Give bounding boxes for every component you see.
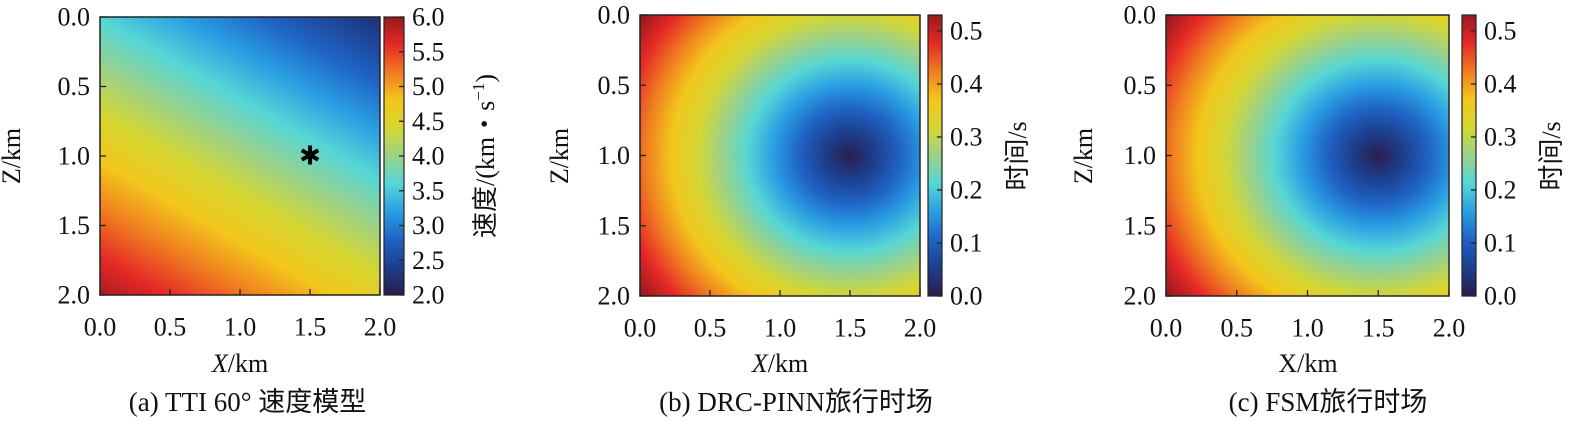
- colorbar-tick-label: 0.2: [1484, 175, 1517, 204]
- y-tick-label: 0.0: [58, 3, 91, 32]
- colorbar-ticks: 0.5 0.4 0.3 0.2 0.1 0.0: [937, 16, 983, 311]
- colorbar-tick-label: 0.3: [1484, 122, 1517, 151]
- colorbar-frame: [1461, 14, 1477, 297]
- colorbar: 6.0 5.5 5.0 4.5 4.0 3.5 3.0 2.5 2.0 速度/(km・s−1): [383, 3, 500, 310]
- panel-drc-pinn-traveltime: 0.0 0.5 1.0 1.5 2.0 0.0 0.5 1.0 1.5 2.0 0.5 0.4 0.3…: [536, 0, 1066, 425]
- x-tick-label: 0.0: [624, 314, 657, 343]
- colorbar-tick-label: 0.2: [950, 175, 983, 204]
- x-tick-label: 0.0: [1150, 314, 1183, 343]
- colorbar-tick-label: 0.1: [1484, 228, 1517, 257]
- y-tick-label: 0.0: [1124, 1, 1157, 30]
- colorbar: 0.5 0.4 0.3 0.2 0.1 0.0 时间/s: [1461, 14, 1566, 311]
- colorbar-gradient: [928, 15, 942, 296]
- y-axis-label: Z/km: [545, 128, 574, 184]
- x-tick-label: 1.0: [1291, 314, 1324, 343]
- colorbar-frame: [927, 14, 943, 297]
- caption: (a) TTI 60° 速度模型: [128, 387, 367, 417]
- colorbar-tick-label: 0.5: [950, 16, 983, 45]
- colorbar-ticks: 6.0 5.5 5.0 4.5 4.0 3.5 3.0 2.5 2.0: [399, 3, 445, 310]
- colorbar-tick-label: 0.1: [950, 228, 983, 257]
- plot-area: 0.0 0.5 1.0 1.5 2.0 0.0 0.5 1.0 1.5 2.0 ✱: [58, 3, 397, 342]
- colorbar-tick-label: 6.0: [412, 3, 445, 32]
- y-tick-label: 2.0: [1124, 282, 1157, 311]
- colorbar-tick-label: 0.5: [1484, 16, 1517, 45]
- colorbar-tick-label: 2.0: [412, 281, 445, 310]
- x-tick-label: 0.5: [1221, 314, 1254, 343]
- y-tick-label: 1.0: [598, 141, 631, 170]
- x-tick-label: 1.5: [834, 314, 867, 343]
- y-tick-label: 0.5: [1124, 71, 1157, 100]
- axis-ticks: 0.0 0.5 1.0 1.5 2.0 0.0 0.5 1.0 1.5 2.0: [58, 3, 397, 342]
- colorbar-gradient: [1462, 15, 1476, 296]
- x-tick-label: 1.5: [294, 313, 327, 342]
- colorbar-tick-label: 4.0: [412, 142, 445, 171]
- x-tick-label: 1.0: [764, 314, 797, 343]
- source-star-marker: ✱: [299, 142, 321, 171]
- colorbar-label: 速度/(km・s−1): [469, 74, 500, 238]
- panel-velocity-model: 0.0 0.5 1.0 1.5 2.0 0.0 0.5 1.0 1.5 2.0 ✱ 6.0 5.5 5…: [0, 0, 530, 425]
- x-tick-label: 2.0: [904, 314, 937, 343]
- colorbar-ticks: 0.5 0.4 0.3 0.2 0.1 0.0: [1471, 16, 1517, 311]
- x-axis-label: X/km: [211, 349, 268, 378]
- plot-area: 0.0 0.5 1.0 1.5 2.0 0.0 0.5 1.0 1.5 2.0: [598, 1, 937, 343]
- x-tick-label: 2.0: [1433, 314, 1466, 343]
- y-tick-label: 0.5: [58, 72, 91, 101]
- axis-ticks: 0.0 0.5 1.0 1.5 2.0 0.0 0.5 1.0 1.5 2.0: [598, 1, 937, 343]
- y-tick-label: 1.5: [1124, 211, 1157, 240]
- y-tick-label: 0.0: [598, 1, 631, 30]
- velocity-heatmap-image: [100, 17, 380, 295]
- colorbar-label: 时间/s: [1003, 121, 1032, 190]
- caption: (c) FSM旅行时场: [1228, 387, 1428, 417]
- plot-area: 0.0 0.5 1.0 1.5 2.0 0.0 0.5 1.0 1.5 2.0: [1124, 1, 1466, 343]
- traveltime-heatmap-figure: 0.0 0.5 1.0 1.5 2.0 0.0 0.5 1.0 1.5 2.0 0.5 0.4 0.3…: [545, 1, 1032, 379]
- y-tick-label: 1.5: [598, 211, 631, 240]
- y-tick-label: 1.0: [1124, 141, 1157, 170]
- traveltime-heatmap-image: [1166, 15, 1449, 296]
- colorbar-tick-label: 0.0: [950, 282, 983, 311]
- x-tick-label: 1.5: [1362, 314, 1395, 343]
- x-axis-label: X/km: [751, 349, 808, 378]
- y-tick-label: 1.0: [58, 142, 91, 171]
- velocity-heatmap-figure: 0.0 0.5 1.0 1.5 2.0 0.0 0.5 1.0 1.5 2.0 ✱ 6.0 5.5 5…: [0, 3, 500, 379]
- colorbar: 0.5 0.4 0.3 0.2 0.1 0.0 时间/s: [927, 14, 1032, 311]
- axis-ticks: 0.0 0.5 1.0 1.5 2.0 0.0 0.5 1.0 1.5 2.0: [1124, 1, 1466, 343]
- x-tick-label: 0.5: [694, 314, 727, 343]
- colorbar-tick-label: 3.0: [412, 211, 445, 240]
- x-tick-label: 0.5: [154, 313, 187, 342]
- y-tick-label: 0.5: [598, 71, 631, 100]
- y-axis-label: Z/km: [0, 128, 26, 184]
- caption: (b) DRC-PINN旅行时场: [659, 387, 933, 417]
- colorbar-tick-label: 0.4: [1484, 69, 1517, 98]
- traveltime-heatmap-figure: 0.0 0.5 1.0 1.5 2.0 0.0 0.5 1.0 1.5 2.0 0.5 0.4 0.3…: [1069, 1, 1566, 379]
- x-axis-label: X/km: [1278, 349, 1337, 378]
- y-tick-label: 2.0: [58, 281, 91, 310]
- colorbar-tick-label: 0.3: [950, 122, 983, 151]
- colorbar-tick-label: 4.5: [412, 107, 445, 136]
- y-axis-label: Z/km: [1069, 128, 1098, 184]
- colorbar-tick-label: 5.0: [412, 72, 445, 101]
- x-tick-label: 0.0: [84, 313, 117, 342]
- colorbar-tick-label: 0.0: [1484, 282, 1517, 311]
- y-tick-label: 2.0: [598, 282, 631, 311]
- colorbar-tick-label: 3.5: [412, 176, 445, 205]
- panel-fsm-traveltime: 0.0 0.5 1.0 1.5 2.0 0.0 0.5 1.0 1.5 2.0 0.5 0.4 0.3…: [1068, 0, 1592, 425]
- colorbar-tick-label: 2.5: [412, 246, 445, 275]
- traveltime-heatmap-image: [640, 15, 920, 296]
- colorbar-label: 时间/s: [1537, 121, 1566, 190]
- x-tick-label: 1.0: [224, 313, 257, 342]
- x-tick-label: 2.0: [364, 313, 397, 342]
- colorbar-tick-label: 0.4: [950, 69, 983, 98]
- colorbar-tick-label: 5.5: [412, 37, 445, 66]
- y-tick-label: 1.5: [58, 211, 91, 240]
